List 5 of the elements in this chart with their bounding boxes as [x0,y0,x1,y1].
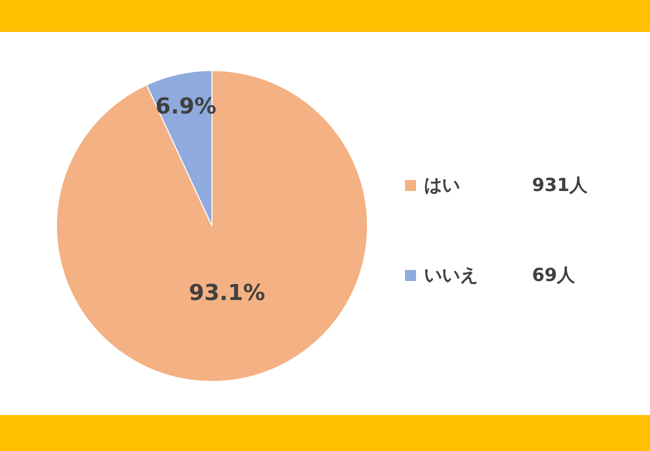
data-label: 93.1% [188,281,266,306]
text: 931人 [532,174,588,197]
legend-label: はい [424,174,461,197]
legend-label: いいえ [424,264,479,287]
text: 69人 [532,264,576,287]
